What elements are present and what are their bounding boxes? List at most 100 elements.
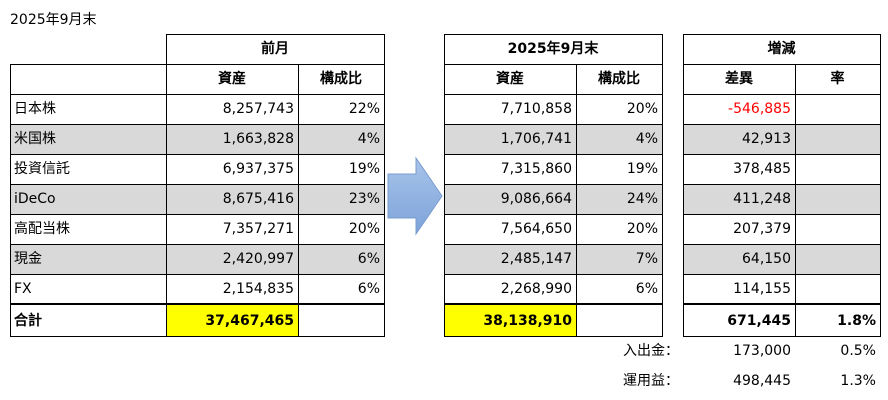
grid-line: [444, 64, 663, 65]
grid-line: [10, 94, 385, 95]
row-band: [683, 124, 880, 154]
page-title: 2025年9月末: [10, 12, 97, 28]
prev-asset-cell: 2,154,835: [222, 281, 294, 297]
prev-asset-cell: 2,420,997: [222, 251, 294, 267]
grid-line: [683, 184, 881, 185]
breakdown-label: 運用益：: [623, 373, 679, 389]
grid-line: [880, 34, 881, 337]
cur-asset-cell: 7,710,858: [500, 101, 572, 117]
row-label: 投資信託: [14, 161, 70, 177]
grid-line: [10, 64, 385, 65]
prev-ratio-cell: 19%: [348, 161, 380, 177]
cur-ratio-cell: 20%: [626, 101, 658, 117]
rate-cell: [795, 154, 880, 184]
cur-ratio-cell: 6%: [635, 281, 658, 297]
cur-asset-cell: 7,564,650: [500, 221, 572, 237]
breakdown-label: 入出金：: [623, 343, 679, 359]
grid-line: [10, 304, 385, 305]
grid-line: [10, 336, 385, 337]
rate-cell: [795, 244, 880, 274]
grid-line: [683, 124, 881, 125]
diff-cell: 64,150: [742, 251, 791, 267]
total-prev-asset: 37,467,465: [205, 312, 294, 329]
breakdown-value: 173,000: [733, 343, 791, 359]
breakdown-value: 498,445: [733, 373, 791, 389]
grid-line: [683, 64, 881, 65]
grid-line: [444, 244, 663, 245]
header-cur-assets: 資産: [496, 71, 524, 87]
row-band: [10, 184, 384, 214]
cur-ratio-cell: 19%: [626, 161, 658, 177]
header-diff: 差異: [725, 71, 753, 87]
rate-cell: [795, 94, 880, 124]
grid-line: [683, 244, 881, 245]
breakdown-rate: 1.3%: [840, 373, 876, 389]
grid-line: [166, 34, 385, 35]
row-band: [444, 124, 662, 154]
grid-line: [683, 214, 881, 215]
grid-line: [444, 154, 663, 155]
cur-asset-cell: 9,086,664: [500, 191, 572, 207]
row-band: [683, 244, 880, 274]
cur-ratio-cell: 24%: [626, 191, 658, 207]
total-highlight: [166, 305, 298, 336]
rate-cell: [795, 214, 880, 244]
total-highlight: [444, 305, 576, 336]
rate-cell: [795, 124, 880, 154]
row-label: 米国株: [14, 131, 56, 147]
row-label: iDeCo: [14, 191, 56, 207]
prev-asset-cell: 8,675,416: [222, 191, 294, 207]
grid-line: [444, 34, 663, 35]
grid-line: [795, 64, 796, 337]
total-diff: 671,445: [727, 312, 791, 329]
prev-ratio-cell: 22%: [348, 101, 380, 117]
grid-line: [10, 124, 385, 125]
row-band: [10, 244, 384, 274]
rate-cell: [795, 274, 880, 304]
prev-ratio-cell: 20%: [348, 221, 380, 237]
grid-line: [444, 94, 663, 95]
grid-line: [444, 34, 445, 337]
row-band: [683, 184, 880, 214]
total-cur-asset: 38,138,910: [483, 312, 572, 329]
grid-line: [683, 94, 881, 95]
diff-cell: 114,155: [733, 281, 791, 297]
grid-line: [683, 34, 881, 35]
header-change: 増減: [767, 41, 796, 57]
header-prev-month: 前月: [261, 41, 289, 57]
grid-line: [683, 34, 684, 337]
prev-asset-cell: 8,257,743: [222, 101, 294, 117]
header-current: 2025年9月末: [507, 41, 599, 57]
diff-cell: 411,248: [733, 191, 791, 207]
cur-asset-cell: 2,485,147: [500, 251, 572, 267]
total-label: 合計: [14, 312, 42, 329]
diff-cell: 207,379: [733, 221, 791, 237]
prev-ratio-cell: 6%: [357, 251, 380, 267]
header-prev-ratio: 構成比: [320, 71, 362, 87]
row-band: [444, 244, 662, 274]
grid-line: [166, 34, 167, 337]
row-label: 日本株: [14, 101, 56, 117]
prev-ratio-cell: 4%: [357, 131, 380, 147]
grid-line: [10, 64, 11, 337]
cur-asset-cell: 2,268,990: [500, 281, 572, 297]
grid-line: [10, 303, 385, 304]
row-band: [10, 124, 384, 154]
grid-line: [683, 304, 881, 305]
grid-line: [444, 184, 663, 185]
row-label: 現金: [14, 251, 42, 267]
prev-asset-cell: 7,357,271: [222, 221, 294, 237]
grid-line: [298, 64, 299, 337]
header-rate: 率: [830, 71, 845, 87]
grid-line: [10, 154, 385, 155]
grid-line: [444, 124, 663, 125]
grid-line: [444, 304, 663, 305]
cur-ratio-cell: 7%: [635, 251, 658, 267]
grid-line: [444, 274, 663, 275]
prev-ratio-cell: 6%: [357, 281, 380, 297]
cur-asset-cell: 1,706,741: [500, 131, 572, 147]
cur-ratio-cell: 20%: [626, 221, 658, 237]
grid-line: [10, 244, 385, 245]
grid-line: [662, 34, 663, 337]
row-label: 高配当株: [14, 221, 70, 237]
